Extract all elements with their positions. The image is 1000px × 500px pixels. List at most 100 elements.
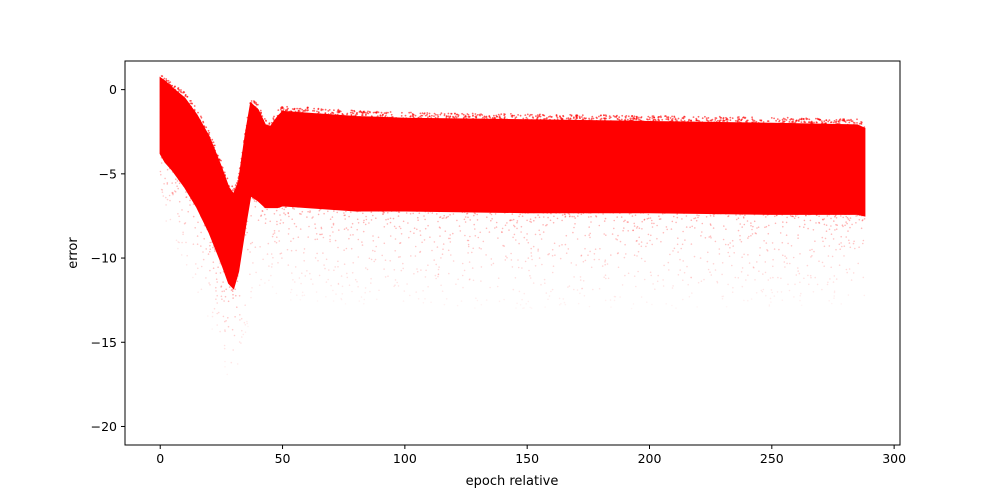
data-point — [690, 119, 693, 122]
data-point — [832, 213, 835, 216]
data-point — [620, 118, 623, 121]
data-point — [652, 120, 655, 123]
data-point — [705, 117, 708, 120]
data-point — [423, 215, 425, 217]
data-point — [816, 213, 818, 216]
data-point — [724, 243, 727, 246]
data-point — [818, 221, 820, 224]
data-point — [599, 120, 602, 122]
data-point — [816, 121, 818, 124]
data-point — [223, 171, 226, 174]
data-point — [565, 252, 568, 254]
data-point — [424, 210, 427, 213]
data-point — [419, 112, 422, 115]
data-point — [734, 276, 737, 279]
data-point — [580, 119, 583, 122]
data-point — [543, 211, 545, 214]
data-point — [834, 216, 836, 218]
data-point — [787, 283, 789, 286]
data-point — [480, 113, 482, 116]
data-point — [605, 115, 608, 117]
data-point — [402, 300, 405, 302]
data-point — [249, 102, 252, 105]
data-point — [335, 293, 337, 295]
data-point — [619, 240, 622, 243]
data-point — [161, 189, 164, 191]
data-point — [553, 242, 556, 245]
data-point — [213, 146, 216, 149]
data-point — [772, 265, 774, 268]
data-point — [443, 113, 446, 115]
data-point — [648, 118, 651, 121]
data-point — [400, 115, 403, 117]
data-point — [209, 250, 211, 253]
data-point — [533, 219, 535, 222]
data-point — [741, 213, 743, 216]
data-point — [661, 118, 664, 121]
data-point — [697, 115, 700, 118]
data-point — [237, 175, 240, 178]
x-tick-label: 150 — [515, 451, 539, 466]
data-point — [613, 219, 615, 222]
data-point — [789, 118, 792, 121]
data-point — [274, 240, 276, 243]
data-point — [189, 100, 192, 102]
data-point — [410, 255, 412, 257]
data-point — [303, 248, 306, 250]
data-point — [789, 262, 791, 265]
data-point — [294, 110, 297, 113]
data-point — [193, 108, 196, 111]
data-point — [455, 116, 458, 119]
data-point — [863, 126, 866, 128]
data-point — [449, 115, 452, 118]
data-point — [441, 217, 444, 220]
data-point — [346, 113, 348, 116]
data-point — [178, 182, 181, 185]
data-point — [456, 113, 459, 116]
data-point — [710, 121, 713, 124]
data-point — [215, 298, 217, 301]
data-point — [368, 257, 371, 260]
data-point — [742, 116, 745, 119]
data-point — [529, 220, 531, 223]
data-point — [748, 262, 751, 264]
data-point — [551, 248, 554, 251]
data-point — [329, 218, 332, 220]
data-point — [285, 206, 288, 208]
data-point — [382, 213, 385, 215]
data-point — [485, 299, 488, 301]
data-point — [168, 81, 170, 84]
data-point — [835, 120, 838, 123]
data-point — [314, 227, 317, 229]
data-point — [750, 298, 753, 300]
data-point — [777, 276, 779, 279]
data-point — [431, 249, 433, 252]
data-point — [626, 118, 629, 121]
data-point — [854, 247, 856, 250]
data-point — [356, 218, 359, 221]
data-point — [425, 269, 427, 272]
data-point — [758, 270, 760, 273]
data-point — [344, 218, 347, 220]
data-point — [683, 271, 686, 274]
data-point — [512, 236, 514, 239]
data-point — [221, 166, 224, 169]
data-point — [216, 294, 218, 297]
data-point — [383, 268, 385, 270]
data-point — [445, 298, 448, 300]
data-point — [753, 267, 755, 269]
data-point — [337, 283, 340, 286]
data-point — [774, 215, 776, 218]
data-point — [300, 213, 302, 215]
data-point — [324, 267, 326, 270]
data-point — [306, 216, 308, 218]
data-point — [593, 253, 596, 255]
data-point — [284, 206, 287, 208]
data-point — [601, 265, 604, 267]
data-point — [816, 214, 818, 216]
data-point — [672, 285, 674, 287]
data-point — [545, 224, 547, 227]
data-point — [542, 118, 545, 120]
data-point — [499, 117, 501, 119]
data-point — [230, 361, 233, 364]
